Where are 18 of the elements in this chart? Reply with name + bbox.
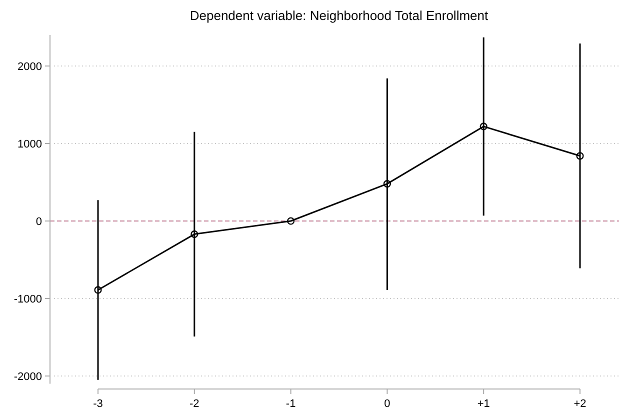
chart-title: Dependent variable: Neighborhood Total Enrollment	[190, 8, 489, 23]
y-tick-label: 1000	[18, 138, 42, 150]
y-tick-label: 2000	[18, 60, 42, 73]
point	[94, 286, 102, 294]
y-tick-label: 0	[36, 216, 42, 228]
x-tick-label: +2	[574, 398, 586, 410]
y-tick-label: -1000	[14, 293, 42, 306]
point	[576, 152, 584, 160]
point	[287, 217, 295, 225]
x-tick-label: +1	[477, 398, 490, 410]
y-tick-label: -2000	[14, 370, 42, 383]
x-tick-label: -3	[93, 398, 103, 410]
point	[480, 122, 488, 130]
x-tick-label: -1	[286, 398, 296, 410]
point	[190, 230, 198, 238]
x-tick-label: -2	[190, 398, 200, 410]
x-tick-label: 0	[384, 398, 390, 410]
point	[383, 180, 391, 188]
